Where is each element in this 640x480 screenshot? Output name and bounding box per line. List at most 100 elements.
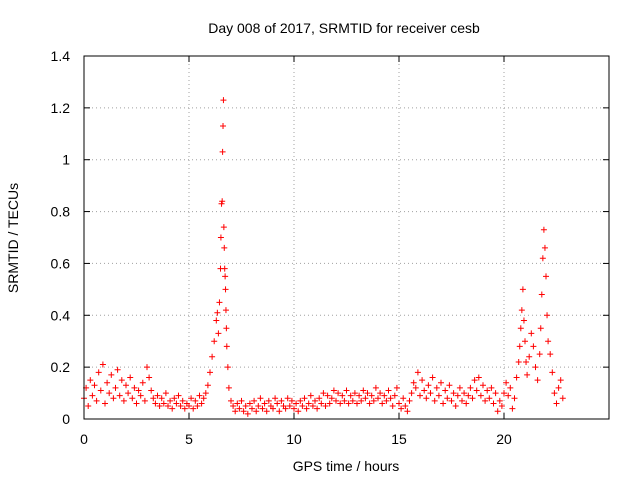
data-point [417, 392, 423, 399]
data-point [102, 400, 108, 407]
data-point [158, 395, 165, 402]
y-tick-label: 0.8 [51, 204, 71, 220]
data-point [438, 379, 444, 386]
data-point [282, 405, 289, 412]
data-point [129, 395, 136, 402]
data-point [471, 377, 478, 384]
data-point [196, 392, 203, 399]
data-point [276, 408, 283, 415]
data-point [469, 395, 476, 402]
data-point [372, 384, 379, 391]
data-point [435, 392, 442, 399]
data-point [137, 392, 144, 399]
data-point [534, 377, 541, 384]
x-axis-label: GPS time / hours [293, 458, 400, 474]
data-point [523, 358, 530, 365]
data-point [446, 382, 453, 389]
x-tick-label: 5 [185, 431, 193, 447]
data-point [120, 397, 127, 404]
data-point [362, 395, 369, 402]
data-point [249, 405, 255, 412]
data-point [167, 397, 174, 404]
data-point [505, 392, 512, 399]
data-point [259, 405, 266, 412]
data-point [520, 317, 527, 324]
data-point [343, 387, 350, 394]
data-point [232, 408, 239, 415]
data-point [177, 403, 184, 410]
data-point [222, 273, 229, 280]
data-point [427, 390, 434, 397]
data-point [125, 390, 132, 397]
data-point [219, 198, 226, 205]
data-point [402, 403, 409, 410]
grid-lines [84, 56, 609, 419]
data-point [154, 392, 161, 399]
data-point [214, 309, 221, 316]
data-point [179, 397, 186, 404]
data-point [186, 403, 192, 410]
x-tick-label: 10 [286, 431, 302, 447]
data-point [299, 403, 306, 410]
data-point [309, 403, 316, 410]
data-point [322, 403, 329, 410]
data-point [278, 397, 285, 404]
data-point [246, 400, 253, 407]
data-point [477, 392, 484, 399]
data-point [366, 400, 373, 407]
data-point [429, 374, 436, 381]
data-point [410, 379, 417, 386]
data-point [475, 374, 482, 381]
data-point [244, 410, 251, 417]
data-point [347, 392, 354, 399]
data-point [240, 408, 247, 415]
data-point [509, 405, 516, 412]
y-tick-label: 0.2 [51, 359, 71, 375]
data-point [173, 400, 180, 407]
data-point [221, 265, 228, 272]
data-point [218, 200, 225, 207]
data-point [333, 397, 339, 404]
data-point [473, 387, 480, 394]
data-point [358, 397, 365, 404]
data-point [503, 379, 510, 386]
data-point [423, 395, 430, 402]
data-point [406, 397, 413, 404]
data-point [263, 408, 270, 415]
data-point [480, 382, 486, 389]
data-point [127, 374, 134, 381]
data-point [494, 408, 501, 415]
data-point [255, 403, 262, 410]
data-point [393, 384, 400, 391]
data-point [204, 382, 211, 389]
data-point [341, 397, 348, 404]
data-point [516, 343, 523, 350]
data-point [200, 395, 207, 402]
data-point [106, 390, 113, 397]
data-point [484, 387, 491, 394]
data-point [251, 397, 258, 404]
data-point [404, 408, 411, 415]
data-point [465, 392, 472, 399]
data-point [391, 392, 398, 399]
data-point [335, 390, 342, 397]
data-point [141, 397, 148, 404]
data-point [375, 395, 381, 402]
data-point [442, 387, 449, 394]
axis-ticks: 0 0.2 0.4 0.6 0.8 1 1.2 1.4 0 5 10 15 20 [51, 48, 609, 447]
data-point [555, 384, 562, 391]
data-point [152, 400, 159, 407]
x-tick-label: 15 [391, 431, 407, 447]
data-point [169, 405, 176, 412]
data-point [339, 392, 346, 399]
data-point [440, 400, 447, 407]
data-point [312, 397, 318, 404]
data-point [223, 325, 230, 332]
data-point [253, 408, 260, 415]
data-point [379, 400, 386, 407]
data-point [549, 369, 556, 376]
data-point [482, 397, 489, 404]
data-point [175, 392, 182, 399]
data-point [421, 387, 428, 394]
